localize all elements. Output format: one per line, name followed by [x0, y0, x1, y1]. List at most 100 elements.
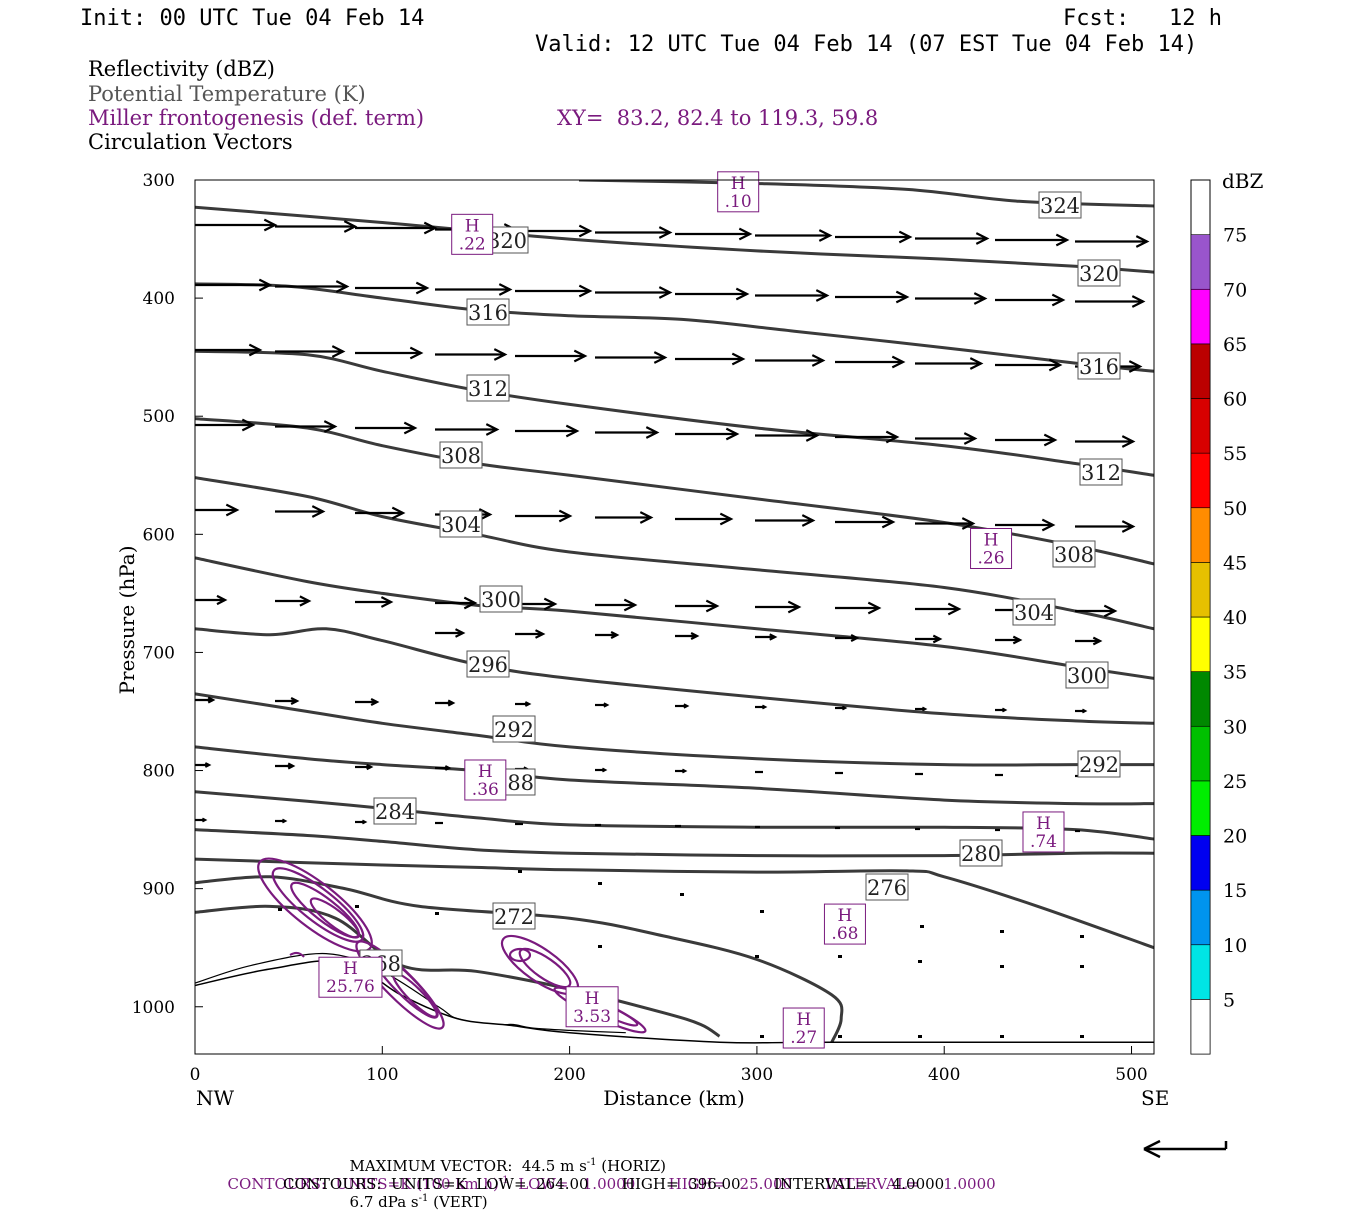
- cross-section-plot: 3243203203163163123123083083043043003002…: [115, 169, 1264, 1110]
- vector-head: [963, 432, 978, 445]
- y-tick-label: 600: [143, 525, 175, 545]
- max-vector-value: MAXIMUM VECTOR: 44.5 m s: [349, 1157, 587, 1175]
- theta-label-box: [373, 797, 417, 825]
- vector-head: [623, 598, 638, 612]
- theta-label-box: [1077, 259, 1121, 287]
- fronto-max-value: 3.53: [573, 1007, 611, 1027]
- vector-head: [895, 290, 910, 304]
- vector-head: [961, 517, 976, 530]
- colorbar-label: 50: [1223, 498, 1247, 520]
- y-tick-label: 700: [143, 643, 175, 663]
- vector-head: [403, 421, 418, 435]
- valid-time: Valid: 12 UTC Tue 04 Feb 14 (07 EST Tue …: [535, 32, 1198, 57]
- x-tick-label: 0: [190, 1065, 201, 1085]
- fronto-max-box: [464, 759, 507, 801]
- vector-head: [498, 283, 513, 296]
- fronto-max-label: H: [585, 989, 600, 1009]
- theta-label-box: [1065, 661, 1109, 689]
- vert-value: 6.7 dPa s: [349, 1193, 419, 1211]
- colorbar-swatch: [1190, 999, 1211, 1055]
- fronto-max-value: .26: [978, 548, 1005, 568]
- x-tick-label: 100: [366, 1065, 398, 1085]
- colorbar-label: 5: [1223, 989, 1235, 1011]
- fronto-max-value: .22: [459, 234, 486, 254]
- colorbar-swatch: [1190, 343, 1211, 399]
- vector-head: [639, 511, 654, 524]
- vector-head: [645, 426, 660, 439]
- x-tick-label: 400: [928, 1065, 960, 1085]
- colorbar-swatch: [1190, 944, 1211, 1000]
- theta-label: 304: [441, 513, 481, 537]
- colorbar-label: 30: [1223, 716, 1247, 738]
- colorbar-label: 25: [1223, 771, 1247, 793]
- theta-label: 312: [468, 377, 508, 401]
- theta-label: 304: [1014, 601, 1054, 625]
- y-tick-label: 800: [143, 762, 175, 782]
- vector-head: [343, 220, 358, 233]
- theta-label: 280: [961, 842, 1001, 866]
- vector-head: [1041, 518, 1056, 532]
- fronto-contour-small: [289, 951, 305, 958]
- vector-head: [1121, 435, 1136, 448]
- theta-label-box: [492, 715, 536, 743]
- vector-head: [973, 292, 988, 305]
- vector-head: [891, 355, 906, 369]
- vector-head: [769, 633, 778, 641]
- vector-head: [787, 600, 802, 614]
- contours-theta: CONTOURS: UNITS=K LOW= 264.00 HIGH= 396.…: [283, 1175, 945, 1193]
- vert-label: (VERT): [428, 1193, 488, 1211]
- vector-head: [447, 699, 456, 707]
- nw-label: NW: [196, 1086, 235, 1110]
- vector-head: [207, 696, 216, 704]
- vector-head: [805, 429, 820, 442]
- vector-head: [331, 345, 346, 358]
- colorbar-swatch: [1190, 507, 1211, 563]
- vert-exp: -1: [418, 1193, 429, 1204]
- vector-head: [558, 509, 573, 523]
- vector-head: [1081, 708, 1088, 714]
- colorbar-swatch: [1190, 889, 1211, 946]
- vector-head: [565, 424, 580, 438]
- theta-label: 312: [1081, 461, 1121, 485]
- vector-head: [731, 352, 746, 366]
- fronto-max-value: .74: [1030, 832, 1057, 852]
- vector-head: [947, 602, 962, 616]
- x-axis-title: Distance (km): [603, 1086, 745, 1110]
- fronto-max-box: [823, 903, 866, 945]
- x-tick-label: 500: [1115, 1065, 1147, 1085]
- vector-dot: [680, 893, 684, 896]
- fronto-max-label: H: [984, 530, 999, 550]
- vector-head: [681, 768, 688, 774]
- vector-dot: [1080, 1035, 1084, 1038]
- x-tick-label: 200: [553, 1065, 585, 1085]
- vector-head: [1103, 604, 1118, 618]
- vector-head: [1092, 636, 1103, 646]
- fronto-max-box: [565, 986, 619, 1028]
- vector-head: [969, 357, 984, 370]
- theta-label-box: [466, 650, 510, 678]
- vector-head: [361, 819, 368, 825]
- vector-head: [811, 354, 826, 367]
- vector-head: [478, 508, 493, 521]
- vector-dot: [1000, 965, 1004, 968]
- vector-head: [281, 818, 288, 824]
- vector-head: [658, 226, 673, 239]
- fronto-max-label: H: [343, 959, 358, 979]
- vector-head: [225, 503, 240, 517]
- theta-label-box: [492, 902, 536, 930]
- vector-head: [493, 348, 508, 361]
- fronto-max-label: H: [465, 216, 480, 236]
- vector-head: [370, 698, 380, 706]
- cross-section-xy: XY= 83.2, 82.4 to 119.3, 59.8: [557, 106, 879, 130]
- fronto-max-label: H: [838, 906, 853, 926]
- vector-head: [241, 418, 256, 432]
- vector-head: [881, 515, 896, 529]
- vector-head: [578, 284, 593, 298]
- fronto-max-value: .27: [790, 1028, 817, 1048]
- vector-head: [287, 762, 296, 770]
- vector-head: [1055, 233, 1070, 247]
- contours-fronto-units: CONTOURS: UNITS=K (100 km h): [227, 1175, 499, 1193]
- colorbar-label: 65: [1223, 334, 1247, 356]
- fronto-contour-a0: [257, 857, 373, 953]
- colorbar-label: 15: [1223, 880, 1247, 902]
